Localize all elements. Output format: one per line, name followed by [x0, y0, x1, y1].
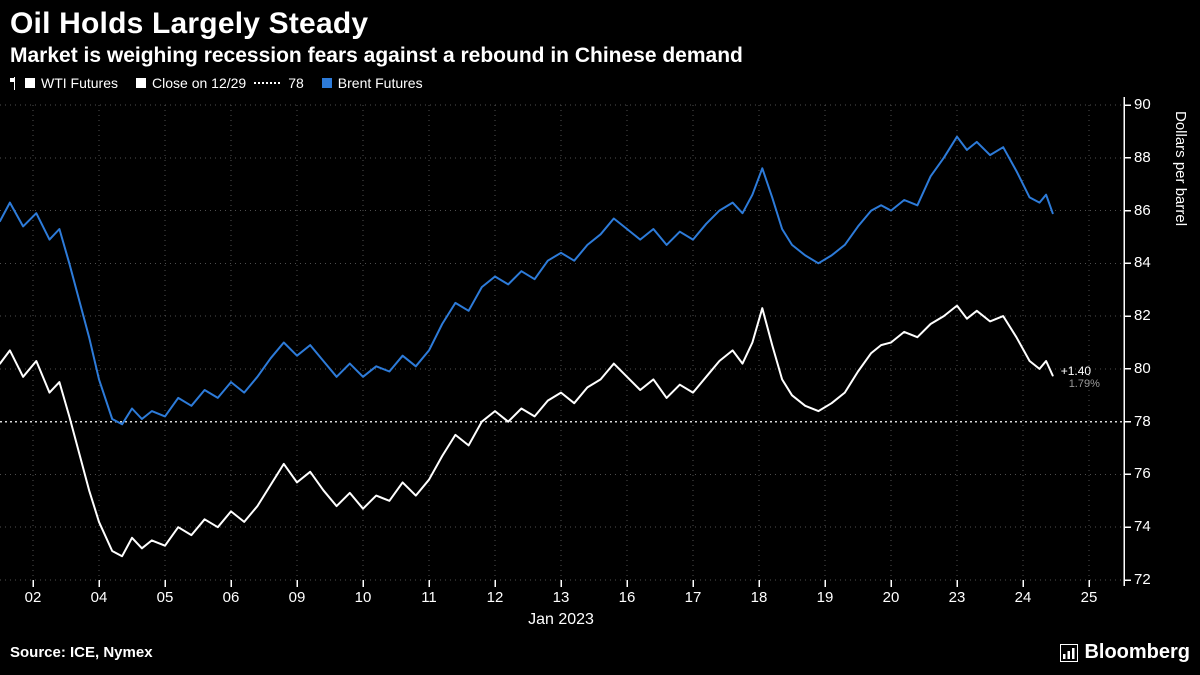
x-tick-label: 11	[421, 589, 437, 606]
wti-swatch-icon	[25, 78, 35, 88]
y-axis-title: Dollars per barrel	[1172, 111, 1189, 227]
x-tick-label: 10	[354, 589, 372, 606]
y-tick-label: 90	[1134, 96, 1151, 113]
close-swatch-icon	[136, 78, 147, 88]
x-tick-label: 20	[882, 589, 900, 606]
x-tick-label: 25	[1080, 589, 1098, 606]
x-tick-label: 02	[24, 589, 42, 606]
chart-subtitle: Market is weighing recession fears again…	[10, 44, 743, 67]
x-tick-label: 12	[486, 589, 504, 606]
legend-brent-label: Brent Futures	[337, 75, 423, 91]
price-line-chart	[0, 97, 1131, 587]
bloomberg-wordmark: Bloomberg	[1084, 641, 1190, 663]
brent-swatch-icon	[321, 78, 332, 88]
x-tick-label: 06	[222, 589, 240, 606]
x-tick-label: 19	[816, 589, 834, 606]
y-tick-label: 80	[1134, 359, 1151, 377]
x-tick-label: 18	[750, 589, 768, 606]
x-tick-label: 09	[288, 589, 306, 606]
x-axis-month-label: Jan 2023	[528, 611, 594, 628]
y-tick-label: 76	[1134, 465, 1151, 483]
price-change-percent: 1.79%	[1068, 378, 1100, 391]
legend: WTI Futures Close on 12/29 78 Brent Futu…	[0, 69, 1200, 93]
chart-title: Oil Holds Largely Steady	[10, 7, 369, 40]
y-tick-label: 82	[1134, 307, 1151, 325]
y-tick-label: 78	[1134, 412, 1151, 430]
x-tick-label: 17	[684, 589, 702, 606]
y-tick-label: 88	[1134, 148, 1151, 166]
source-credit: Source: ICE, Nymex	[10, 644, 153, 661]
x-tick-label: 13	[552, 589, 570, 606]
legend-item-wti: WTI Futures	[10, 75, 118, 91]
tracker-flag-icon	[10, 76, 19, 90]
chart-header: Oil Holds Largely Steady Market is weigh…	[0, 0, 1200, 69]
bloomberg-chart-icon	[1060, 643, 1079, 662]
price-change-value: +1.40	[1060, 364, 1092, 379]
last-price-annotation: +1.40 1.79%	[1061, 365, 1100, 391]
chart-area: 72 74 76 78 80 82 84 86 88 90 Dollars per barrel …	[0, 95, 1200, 639]
y-tick-label: 72	[1134, 571, 1151, 588]
legend-item-brent: Brent Futures	[321, 75, 423, 91]
x-tick-label: 05	[156, 589, 174, 606]
legend-close-label: Close on 12/29	[152, 75, 247, 91]
legend-item-close: Close on 12/29 78	[136, 75, 304, 91]
x-tick-label: 16	[618, 589, 636, 606]
x-tick-label: 04	[90, 589, 108, 606]
bloomberg-logo: Bloomberg	[1060, 641, 1190, 664]
y-tick-label: 86	[1134, 201, 1151, 219]
dashed-line-sample-icon	[254, 82, 281, 84]
footer: Source: ICE, Nymex Bloomberg	[0, 639, 1200, 664]
y-tick-label: 74	[1134, 518, 1151, 536]
y-tick-label: 84	[1134, 254, 1151, 272]
legend-close-value: 78	[288, 75, 304, 91]
x-tick-label: 24	[1014, 589, 1032, 606]
legend-wti-label: WTI Futures	[41, 75, 119, 91]
x-tick-label: 23	[948, 589, 966, 606]
